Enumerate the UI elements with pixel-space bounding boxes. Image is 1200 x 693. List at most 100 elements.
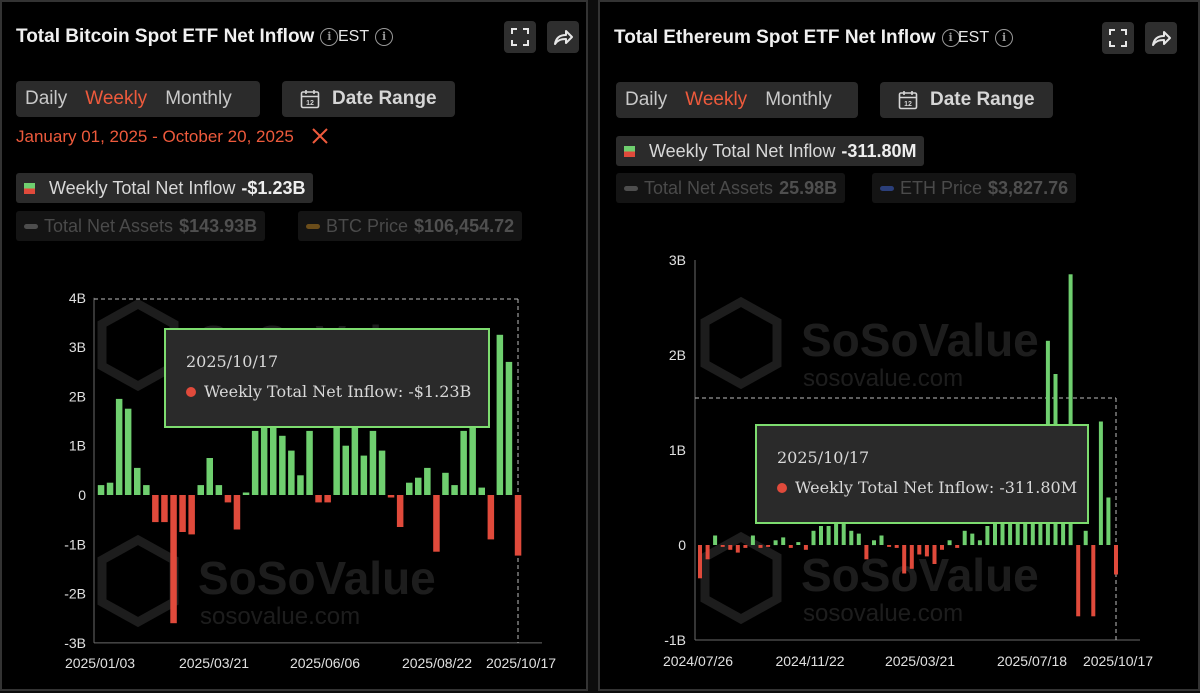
tooltip-row: Weekly Total Net Inflow: -$1.23B	[186, 382, 471, 401]
bar	[179, 495, 186, 532]
bar	[288, 450, 295, 495]
bar	[713, 535, 718, 545]
bar	[1038, 516, 1043, 545]
tooltip-dot	[186, 387, 196, 397]
info-icon[interactable]: i	[941, 28, 960, 47]
legend-value: $143.93B	[179, 215, 258, 236]
share-button[interactable]	[547, 21, 579, 53]
bar	[306, 430, 313, 495]
share-icon	[1152, 31, 1171, 46]
bar	[977, 540, 982, 546]
legend-swatch	[306, 223, 320, 229]
selected-range-text: January 01, 2025 - October 20, 2025	[16, 127, 294, 146]
legend-label: ETH Price	[900, 177, 983, 198]
bar	[917, 545, 922, 555]
bar	[279, 435, 286, 495]
bar	[1106, 497, 1111, 545]
bar	[333, 416, 340, 495]
watermark-logo	[700, 531, 782, 625]
bar	[894, 545, 899, 548]
timezone-label[interactable]: EST i	[338, 28, 394, 46]
bar	[811, 530, 816, 546]
tooltip-value: Weekly Total Net Inflow: -$1.23B	[204, 382, 472, 401]
legend-net-inflow[interactable]: Weekly Total Net Inflow -$1.23B	[16, 173, 314, 203]
tooltip-value: Weekly Total Net Inflow: -311.80M	[795, 478, 1078, 497]
bar	[819, 526, 823, 545]
legend-swatch	[24, 223, 38, 229]
bar	[826, 526, 831, 545]
bar	[170, 495, 177, 624]
bar	[351, 426, 359, 495]
watermark-brand: SoSoValue	[801, 314, 1039, 366]
legend-net-inflow[interactable]: Weekly Total Net Inflow -311.80M	[616, 136, 925, 166]
bar	[985, 526, 990, 545]
info-icon[interactable]: i	[995, 29, 1014, 47]
legend-label: Total Net Assets	[44, 215, 174, 236]
watermark-logo	[700, 296, 782, 390]
legend-total-net-assets[interactable]: Total Net Assets $143.93B	[16, 211, 266, 241]
bar	[251, 430, 259, 495]
bar	[188, 495, 195, 535]
bar	[270, 396, 277, 495]
watermark-brand: SoSoValue	[198, 552, 436, 604]
tab-monthly[interactable]: Monthly	[165, 88, 232, 109]
info-icon[interactable]: i	[320, 27, 339, 46]
fullscreen-button[interactable]	[504, 21, 536, 53]
legend-label: Total Net Assets	[644, 177, 774, 198]
date-range-button[interactable]: 12 Date Range	[880, 82, 1053, 118]
tab-monthly[interactable]: Monthly	[765, 89, 832, 110]
tab-weekly[interactable]: Weekly	[85, 88, 148, 109]
bar	[242, 492, 250, 495]
legend-eth-price[interactable]: ETH Price $3,827.76	[872, 173, 1077, 203]
date-range-label: Date Range	[930, 89, 1035, 110]
tab-daily[interactable]: Daily	[25, 88, 68, 109]
legend-swatch	[880, 185, 894, 191]
tab-daily[interactable]: Daily	[625, 89, 668, 110]
bar	[879, 535, 884, 545]
y-tick-label: -2B	[64, 586, 86, 602]
y-tick-label: 4B	[69, 290, 86, 306]
watermark-url: sosovalue.com	[803, 600, 963, 627]
bar	[1091, 545, 1096, 617]
bar	[947, 540, 952, 546]
bar	[387, 495, 395, 498]
info-icon[interactable]: i	[375, 28, 394, 46]
bar	[152, 495, 159, 523]
legend-value: 25.98B	[779, 177, 838, 198]
tooltip-dot	[777, 483, 787, 493]
bar	[993, 521, 997, 546]
x-tick-label: 2025/10/17	[1083, 653, 1153, 669]
bar	[143, 485, 150, 495]
bar	[469, 381, 476, 495]
bar	[743, 545, 748, 548]
bar	[197, 485, 204, 495]
x-tick-label: 2025/07/18	[997, 653, 1067, 669]
bar	[297, 475, 304, 495]
bitcoin-etf-panel: Total Bitcoin Spot ETF Net Inflow i EST i …	[0, 0, 588, 691]
x-tick-label: 2024/11/22	[775, 653, 844, 669]
bar	[424, 467, 431, 495]
bar	[750, 535, 755, 545]
fullscreen-button[interactable]	[1102, 22, 1134, 54]
tooltip-date: 2025/10/17	[777, 448, 870, 467]
tab-weekly[interactable]: Weekly	[685, 89, 748, 110]
bar	[1068, 274, 1073, 546]
legend-label: BTC Price	[326, 215, 409, 236]
ethereum-inflow-chart[interactable]: SoSoValuesosovalue.comSoSoValuesosovalue…	[600, 2, 1200, 693]
legend-btc-price[interactable]: BTC Price $106,454.72	[298, 211, 523, 241]
share-button[interactable]	[1145, 22, 1177, 54]
legend-total-net-assets[interactable]: Total Net Assets 25.98B	[616, 173, 846, 203]
y-tick-label: 0	[678, 537, 686, 553]
date-range-button[interactable]: 12 Date Range	[282, 81, 455, 117]
bar	[215, 485, 223, 495]
legend-swatch	[624, 145, 635, 157]
bar	[487, 495, 495, 540]
chart-tooltip: 2025/10/17 Weekly Total Net Inflow: -$1.…	[164, 328, 490, 428]
y-tick-label: 0	[78, 487, 86, 503]
bar	[1008, 516, 1013, 545]
clear-range-icon[interactable]	[311, 127, 329, 145]
timezone-label[interactable]: EST i	[958, 29, 1014, 47]
bar	[887, 545, 892, 547]
bar	[720, 545, 725, 547]
